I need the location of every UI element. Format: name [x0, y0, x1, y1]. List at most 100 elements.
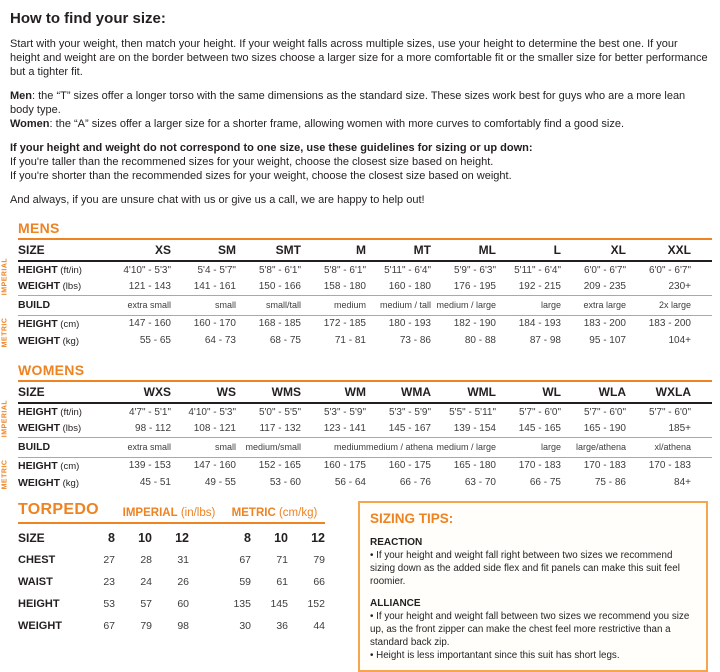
- cell: 141 - 161: [171, 278, 236, 296]
- cell: WLA: [561, 382, 626, 404]
- mens-size-table: SIZE XS SM SMT M MT ML L XL XXL HEIGHT (ft/in) 4'10…: [18, 240, 712, 349]
- end-spacer: [691, 261, 712, 278]
- row-height: HEIGHT (ft/in) 4'10" - 5'3" 5'4 - 5'7" 5'8"…: [18, 261, 712, 278]
- cell: large: [496, 437, 561, 458]
- end-spacer: [691, 278, 712, 296]
- guidelines-paragraph: If your height and weight do not corresp…: [10, 141, 708, 183]
- cell: 5'11" - 6'4": [514, 264, 561, 276]
- bottom-area: TORPEDO IMPERIAL (in/lbs) METRIC (cm/kg)…: [18, 501, 708, 672]
- cell: WXLA: [626, 382, 691, 404]
- cell: 10: [138, 530, 152, 545]
- row-weight: WEIGHT (kg) 55 - 65 64 - 73 68 - 75 71 - 81 7…: [18, 332, 712, 349]
- row-label: BUILD: [18, 295, 106, 316]
- guidelines-line-2: If you're shorter than the recommended s…: [10, 170, 512, 182]
- cell: 108 - 121: [171, 420, 236, 438]
- sizing-tips-title: SIZING TIPS:: [370, 511, 454, 526]
- metric-label: METRIC: [231, 507, 276, 519]
- end-spacer: [691, 295, 712, 316]
- cell: 87 - 98: [529, 335, 561, 346]
- imperial-label: IMPERIAL: [122, 507, 178, 519]
- intro-paragraph: Start with your weight, then match your …: [10, 38, 708, 78]
- cell: 160 - 180: [366, 278, 431, 296]
- cell: 59: [239, 576, 251, 588]
- cell: 5'8" - 6'1": [258, 264, 301, 276]
- torpedo-heading: TORPEDO: [18, 501, 99, 518]
- cell: 98: [177, 620, 189, 632]
- row-weight: WEIGHT (lbs) 98 - 112 108 - 121 117 - 132 12…: [18, 420, 712, 438]
- page-title: How to find your size:: [10, 10, 166, 27]
- cell: 180 - 193: [388, 318, 431, 330]
- cell: 5'7" - 6'0": [518, 406, 561, 418]
- cell: SM: [171, 240, 236, 262]
- cell: medium / large: [431, 295, 496, 316]
- cell: 64 - 73: [204, 335, 236, 346]
- cell: 56 - 64: [334, 477, 366, 488]
- row-label: SIZE: [18, 240, 106, 262]
- cell: extra small: [106, 295, 171, 316]
- always-paragraph: And always, if you are unsure chat with …: [10, 194, 425, 206]
- cell: 53: [103, 598, 115, 610]
- cell: medium / large: [431, 437, 496, 458]
- row-label: HEIGHT: [18, 598, 60, 610]
- mens-metric-side-label: METRIC: [1, 317, 9, 348]
- cell: 170 - 183: [583, 460, 626, 472]
- cell: 147 - 160: [193, 460, 236, 472]
- cell: 75 - 86: [594, 477, 626, 488]
- cell: 10: [274, 530, 288, 545]
- cell: 57: [140, 598, 152, 610]
- cell: 182 - 190: [453, 318, 496, 330]
- cell: extra small: [106, 437, 171, 458]
- cell: large: [496, 295, 561, 316]
- men-women-paragraph: Men: the “T” sizes offer a longer torso …: [10, 89, 708, 131]
- cell: XXL: [626, 240, 691, 262]
- tip-alliance-heading: ALLIANCE: [370, 598, 421, 609]
- men-label: Men: [10, 90, 32, 102]
- row-label: HEIGHT (cm): [18, 317, 80, 330]
- mens-imperial-side-label: IMPERIAL: [1, 257, 9, 296]
- cell: medium / tall: [366, 295, 431, 316]
- cell: ML: [431, 240, 496, 262]
- cell: 139 - 154: [431, 420, 496, 438]
- row-label: WEIGHT (kg): [18, 334, 79, 347]
- womens-heading: WOMENS: [18, 362, 712, 382]
- end-spacer: [691, 332, 712, 349]
- row-waist: WAIST 23 24 26 59 61 66: [18, 571, 325, 593]
- row-label: WEIGHT (kg): [18, 476, 79, 489]
- cell: 183 - 200: [583, 318, 626, 330]
- cell: WMA: [366, 382, 431, 404]
- cell: 66: [313, 576, 325, 588]
- cell: 117 - 132: [236, 420, 301, 438]
- cell: 104+: [668, 335, 691, 346]
- tip-alliance-bullet-2: Height is less importantant since this s…: [370, 649, 696, 662]
- cell: 5'4 - 5'7": [197, 264, 236, 276]
- cell: 160 - 175: [388, 460, 431, 472]
- row-label: SIZE: [18, 530, 45, 545]
- cell: 183 - 200: [648, 318, 691, 330]
- torpedo-metric-header: METRIC (cm/kg): [224, 507, 325, 519]
- cell: large/athena: [561, 437, 626, 458]
- cell: 98 - 112: [106, 420, 171, 438]
- cell: 79: [313, 554, 325, 566]
- cell: 184 - 193: [518, 318, 561, 330]
- cell: 139 - 153: [128, 460, 171, 472]
- imperial-unit: (in/lbs): [180, 507, 216, 519]
- cell: xl/athena: [626, 437, 691, 458]
- cell: 5'3" - 5'9": [323, 406, 366, 418]
- cell: 71: [276, 554, 288, 566]
- cell: 63 - 70: [464, 477, 496, 488]
- cell: 60: [177, 598, 189, 610]
- row-label: WEIGHT: [18, 620, 62, 632]
- cell: 145 - 165: [496, 420, 561, 438]
- cell: 160 - 175: [323, 460, 366, 472]
- column-gap: [189, 615, 214, 637]
- cell: small/tall: [236, 295, 301, 316]
- cell: 176 - 195: [431, 278, 496, 296]
- row-label: WEIGHT (lbs): [18, 420, 106, 438]
- cell: 67: [103, 620, 115, 632]
- guidelines-heading: If your height and weight do not corresp…: [10, 142, 533, 154]
- end-spacer: [691, 240, 712, 262]
- row-label: WEIGHT (lbs): [18, 278, 106, 296]
- cell: 24: [140, 576, 152, 588]
- cell: 4'10" - 5'3": [188, 406, 236, 418]
